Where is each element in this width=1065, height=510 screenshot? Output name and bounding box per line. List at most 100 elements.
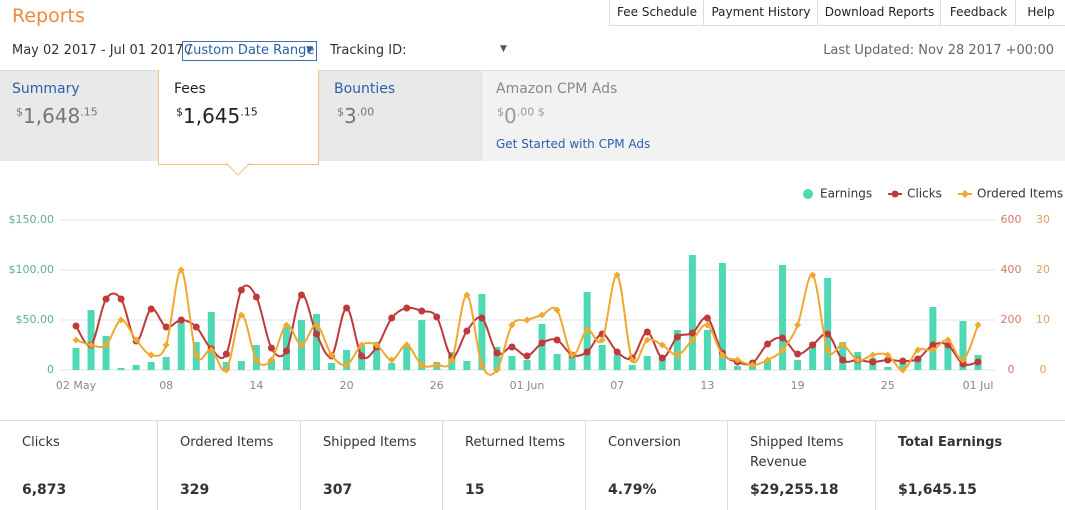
point [839, 356, 847, 364]
stat-value: 307 [323, 482, 353, 498]
point [583, 326, 591, 334]
point [673, 333, 681, 341]
bar [794, 360, 802, 370]
card-value: $3.00 [337, 104, 375, 128]
fees-card[interactable] [158, 70, 319, 165]
point [794, 321, 802, 329]
x-tick-label: 02 May [56, 379, 97, 392]
tab[interactable]: Feedback [940, 0, 1016, 26]
bar [162, 357, 170, 370]
bar [177, 322, 185, 370]
cpm-card [481, 70, 1065, 161]
y-tick-label: $150.00 [9, 213, 55, 226]
bar [884, 367, 892, 370]
bar [718, 263, 726, 370]
bar [72, 348, 80, 370]
x-tick-label: 08 [159, 379, 173, 392]
y3-tick-label: 10 [1036, 313, 1050, 326]
point [884, 356, 892, 364]
point [388, 314, 396, 322]
legend-marker [803, 189, 813, 199]
x-tick-label: 07 [610, 379, 624, 392]
point [373, 341, 381, 349]
bar [343, 350, 351, 370]
bar [132, 365, 140, 370]
point [523, 352, 531, 360]
point [959, 356, 967, 364]
point [974, 358, 982, 366]
point [403, 304, 411, 312]
card-title[interactable]: Summary [12, 81, 80, 97]
point [538, 339, 546, 347]
tab[interactable]: Help [1015, 0, 1065, 26]
point [974, 321, 982, 329]
bar [809, 342, 817, 370]
bar [553, 354, 561, 370]
point [343, 304, 351, 312]
point [463, 327, 471, 335]
bar [222, 362, 230, 370]
bar [418, 320, 426, 370]
point [568, 351, 576, 359]
point [403, 341, 411, 349]
point [583, 348, 591, 356]
tab[interactable]: Download Reports [817, 0, 941, 26]
stat-value: 4.79% [608, 482, 657, 498]
point [493, 349, 501, 357]
point [192, 351, 200, 359]
bar [87, 310, 95, 370]
bar [403, 345, 411, 370]
bar [388, 363, 396, 370]
point [899, 357, 907, 365]
point [884, 351, 892, 359]
x-tick-label: 26 [430, 379, 444, 392]
tracking-dropdown[interactable]: ▼ [500, 44, 507, 54]
point [869, 358, 877, 366]
point [222, 350, 230, 358]
bar [102, 336, 110, 370]
bar [914, 357, 922, 370]
bar [373, 342, 381, 370]
point [358, 352, 366, 360]
bar [237, 361, 245, 370]
point [72, 336, 80, 344]
point [177, 266, 185, 274]
bar [147, 362, 155, 370]
bar [929, 307, 937, 370]
stat-value: 329 [180, 482, 210, 498]
point [298, 341, 305, 349]
point [688, 336, 696, 344]
bar [267, 359, 275, 370]
card-title[interactable]: Fees [174, 81, 206, 97]
y2-tick-label: 400 [1001, 263, 1022, 276]
point [282, 321, 290, 329]
point [117, 295, 125, 303]
point [147, 305, 155, 313]
point [658, 341, 666, 349]
point [929, 346, 937, 354]
bar [899, 361, 907, 370]
range-select[interactable]: Custom Date Range ▼ [182, 41, 317, 61]
bar [313, 314, 321, 370]
point [764, 356, 772, 364]
point [192, 323, 200, 331]
y-tick-label: $100.00 [9, 263, 55, 276]
bar [764, 360, 772, 370]
bar [959, 321, 967, 370]
point [147, 351, 155, 359]
stats-row: Clicks 6,873 Ordered Items 329 Shipped Ite… [0, 420, 1065, 510]
bar [613, 355, 621, 370]
point [508, 321, 516, 329]
y3-tick-label: 0 [1040, 363, 1047, 376]
stat: Total Earnings $1,645.15 [876, 421, 1065, 510]
point [794, 350, 802, 358]
x-tick-label: 13 [700, 379, 714, 392]
card-title[interactable]: Bounties [334, 81, 396, 97]
cpm-link[interactable]: Get Started with CPM Ads [496, 137, 651, 151]
point [703, 321, 711, 329]
stat: Ordered Items 329 [158, 421, 301, 510]
tab[interactable]: Fee Schedule [609, 0, 704, 26]
point [718, 351, 726, 359]
point [478, 361, 486, 369]
tab[interactable]: Payment History [703, 0, 818, 26]
